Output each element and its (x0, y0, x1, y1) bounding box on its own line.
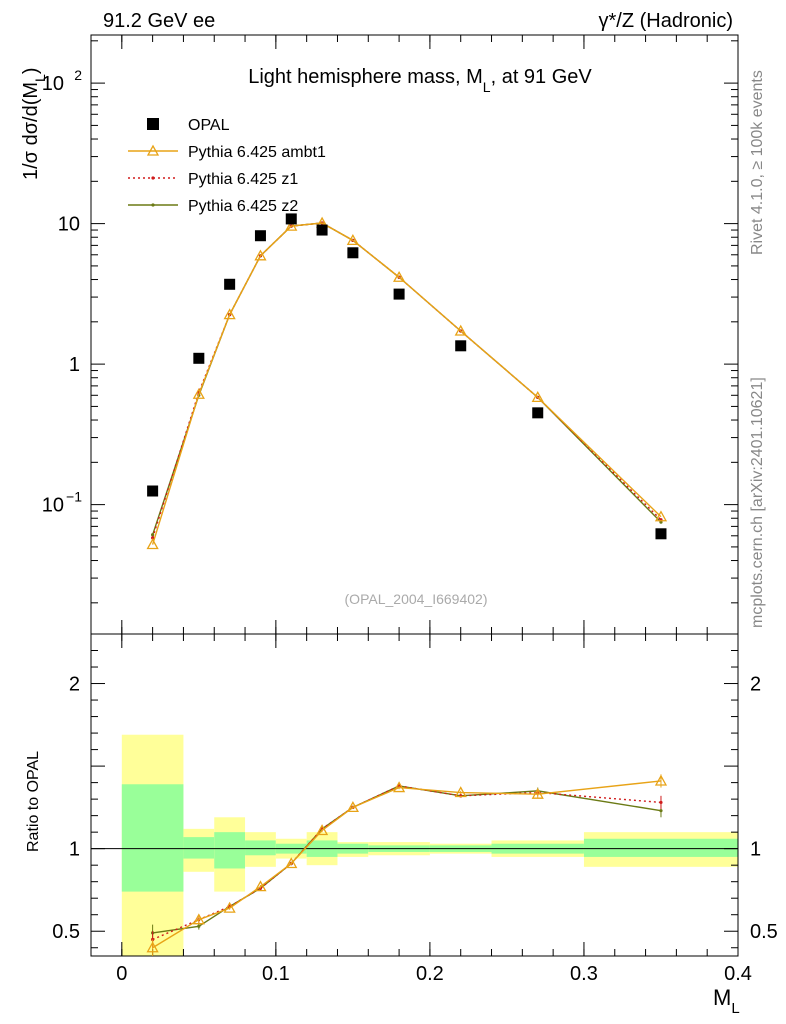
y-ratio-tick-label-right: 0.5 (750, 921, 778, 943)
legend-marker-ambt1 (146, 144, 160, 156)
point-ambt1-ratio (254, 880, 267, 892)
point-ambt1-ratio (315, 824, 329, 836)
legend-label-z2: Pythia 6.425 z2 (188, 198, 298, 215)
y-axis-label-main: 1/σ dσ/d(ML) (20, 67, 48, 180)
point-ambt1-main (285, 219, 298, 231)
legend-marker-opal (147, 118, 159, 130)
series-line-z1-main (151, 222, 662, 539)
point-opal (316, 224, 328, 236)
point-ambt1-ratio (531, 787, 544, 799)
y-main-tick-label: 10 (58, 214, 80, 236)
point-opal (455, 340, 467, 352)
point-z1-main (151, 536, 155, 540)
point-ambt1-main (654, 510, 668, 522)
y-axis-label-ratio: Ratio to OPAL (25, 751, 42, 852)
point-opal (224, 278, 236, 290)
point-ambt1-ratio (392, 781, 406, 793)
y-ratio-tick-label-right: 2 (750, 674, 761, 696)
ratio-band-stat (183, 837, 215, 859)
y-ratio-tick-label-left: 1 (69, 839, 80, 861)
legend-marker-z2 (151, 203, 155, 207)
ratio-uncertainty-bands (91, 734, 738, 956)
point-ambt1-ratio (454, 786, 467, 798)
plot-title-subscript: L (483, 79, 491, 95)
y-main-tick-exponent: −1 (66, 489, 82, 505)
plot-title: Light hemisphere mass, ML, at 91 GeV (248, 66, 592, 95)
point-ambt1-ratio (285, 857, 298, 869)
point-ambt1-main (454, 324, 467, 336)
point-ambt1-main (192, 387, 205, 399)
x-tick-label: 0.4 (724, 963, 752, 985)
x-tick-label: 0.3 (570, 963, 598, 985)
x-tick-label: 0.1 (262, 963, 290, 985)
y-ratio-tick-label-left: 2 (69, 674, 80, 696)
x-tick-label: 0.2 (416, 963, 444, 985)
point-opal (193, 352, 205, 364)
point-z2-main (151, 533, 155, 537)
point-ambt1-ratio (346, 801, 359, 813)
point-opal (532, 407, 544, 419)
point-opal (655, 528, 667, 540)
ratio-band-stat (214, 832, 246, 869)
legend-label-ambt1: Pythia 6.425 ambt1 (188, 144, 326, 161)
series-line-ambt1-main (151, 222, 662, 545)
side-label-rivet: Rivet 4.1.0, ≥ 100k events (749, 70, 766, 255)
point-ambt1-ratio (146, 941, 159, 953)
legend-label-opal: OPAL (188, 117, 230, 134)
point-ambt1-ratio (223, 901, 236, 913)
legend-marker-z1 (151, 176, 155, 180)
ratio-band-stat (245, 840, 276, 856)
y-main-tick-label: 10 (42, 495, 64, 517)
legend: OPAL Pythia 6.425 ambt1 Pythia 6.425 z1 Pyt… (128, 117, 326, 215)
x-tick-label: 0 (116, 963, 127, 985)
legend-label-z1: Pythia 6.425 z1 (188, 171, 298, 188)
point-z1-ratio (659, 800, 663, 805)
point-ambt1-ratio (654, 774, 668, 786)
point-ambt1-main (146, 538, 159, 550)
point-ambt1-main (254, 249, 267, 261)
series-line-ambt1-ratio (152, 780, 662, 949)
point-z2-ratio (659, 809, 663, 813)
main-series-group (146, 213, 668, 550)
point-ambt1-main (392, 270, 406, 282)
side-label-mcplots: mcplots.cern.ch [arXiv:2401.10621] (749, 377, 766, 628)
ratio-band-stat (583, 838, 738, 857)
y-main-tick-label: 10 (42, 73, 64, 95)
ratio-series-group (146, 774, 668, 956)
header-left: 91.2 GeV ee (103, 10, 215, 32)
point-ambt1-main (346, 234, 359, 246)
point-opal (147, 485, 159, 497)
point-z2-ratio (197, 924, 201, 928)
x-axis-label: ML (713, 985, 740, 1017)
point-opal (393, 288, 405, 300)
y-main-tick-label: 1 (69, 354, 80, 376)
point-opal (285, 213, 297, 225)
point-ambt1-main (223, 308, 236, 320)
y-ratio-tick-label-left: 0.5 (52, 921, 80, 943)
y-ratio-tick-label-right: 1 (750, 839, 761, 861)
analysis-id: (OPAL_2004_I669402) (345, 591, 488, 607)
ratio-plot-frame (90, 633, 739, 957)
series-line-z2-main (151, 222, 662, 536)
ratio-band-stat (121, 784, 184, 892)
point-ambt1-ratio (192, 913, 205, 925)
point-ambt1-main (531, 391, 544, 403)
point-opal (347, 247, 359, 259)
y-main-tick-exponent: 2 (74, 67, 82, 83)
point-opal (254, 230, 266, 242)
header-right: γ*/Z (Hadronic) (599, 10, 733, 32)
